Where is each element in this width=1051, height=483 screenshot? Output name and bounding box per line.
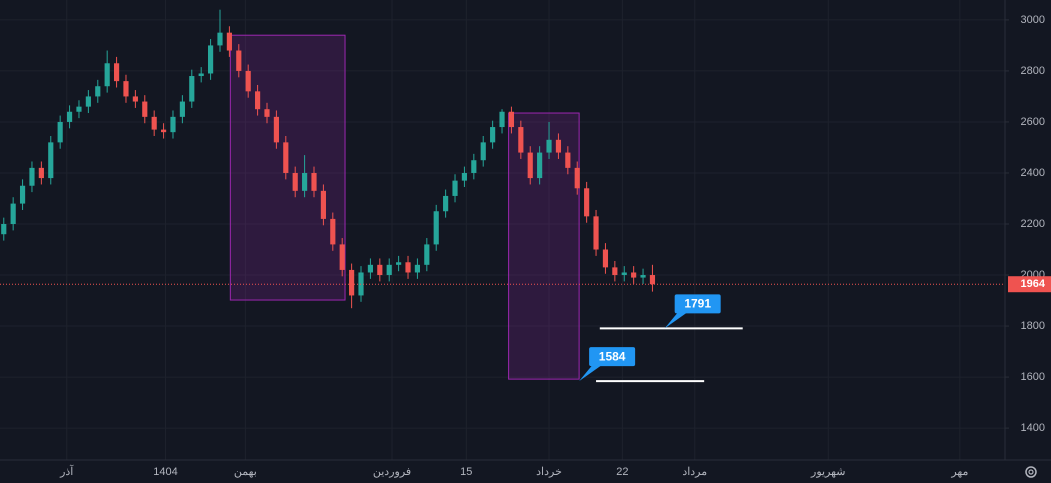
candle-body [113,63,120,82]
candle-body [480,142,486,161]
candle-body [104,63,110,87]
candle-body [339,244,345,270]
candle-body [273,116,279,143]
candle-body [170,116,176,133]
callout-pointer [579,364,604,382]
callout-pointer [664,311,689,329]
candle-body [396,262,402,265]
candle-body [66,111,73,122]
candle-body [527,152,533,179]
x-tick-label: فروردین [373,466,411,478]
x-tick-label: 22 [616,466,628,478]
candle-body [226,32,232,51]
candle-body [433,211,439,245]
candle-body [367,264,373,273]
candle-body [29,167,35,186]
candle-body [612,267,618,276]
candle-body [358,272,364,296]
candle-body [132,96,138,102]
candle-body [198,73,204,77]
candle-body [236,50,242,71]
candle-body [405,262,411,273]
candle-body [95,86,101,97]
y-tick-label: 2600 [1021,116,1045,128]
candle-body [555,139,562,153]
callout-box [589,347,636,367]
candle-body [302,172,308,191]
y-tick-label: 1800 [1021,320,1045,332]
candle-body [602,249,609,268]
candle-body [245,70,251,92]
y-tick-label: 2400 [1021,167,1045,179]
candle-body [499,111,505,128]
x-tick-label: مهر [950,466,968,478]
candle-body [649,275,656,285]
candle-body [38,167,44,179]
candle-body [189,76,195,102]
x-tick-label: خرداد [536,466,562,478]
candle-body [57,121,63,143]
y-tick-label: 2800 [1021,65,1045,77]
candle-body [349,269,355,296]
candle-body [565,152,571,168]
candle-body [452,180,458,196]
candle-body [85,96,91,107]
candle-body [443,195,449,212]
candle-body [10,203,16,225]
candle-body [424,244,430,265]
candle-body [76,106,82,112]
candle-body [1,224,7,235]
candle-body [217,32,223,46]
callout-label: 1584 [599,349,626,363]
candle-body [142,101,148,117]
y-tick-label: 2200 [1021,218,1045,230]
candle-body [640,275,646,278]
candle-body [123,81,129,97]
candle-body [461,172,468,181]
candle-body [311,172,317,191]
x-tick-label: 15 [460,466,472,478]
candle-body [283,142,289,173]
candle-body [264,109,270,117]
x-tick-label: آذر [59,465,74,478]
candle-body [508,111,515,128]
x-tick-label: 1404 [153,466,177,478]
candle-body [208,45,214,74]
candle-body [593,216,599,250]
candle-body [330,218,336,245]
last-price-badge [1008,276,1051,293]
candle-body [179,101,185,117]
x-tick-label: مرداد [682,466,707,478]
candle-body [414,264,421,273]
callout-box [674,294,721,314]
candle-body [518,127,524,153]
candle-body [151,116,157,130]
candle-body [584,188,590,217]
candle-body [255,91,261,110]
candle-body [471,160,477,173]
candle-body [48,142,54,179]
y-tick-label: 3000 [1021,14,1045,26]
settings-icon[interactable] [1025,466,1037,478]
candle-body [160,129,167,133]
y-tick-label: 1400 [1021,422,1045,434]
y-tick-label: 1600 [1021,371,1045,383]
candle-body [537,152,543,179]
x-tick-label: شهریور [810,466,845,478]
x-tick-label: بهمن [234,466,257,478]
callout-label: 1791 [684,297,711,311]
candle-body [546,139,552,153]
candle-body [320,190,326,219]
candle-body [490,127,496,143]
candle-body [621,272,627,276]
candle-body [292,172,298,191]
candle-body [574,167,580,189]
candle-body [386,264,392,276]
last-price-label: 1964 [1021,278,1046,290]
candle-body [631,272,637,278]
candle-body [377,264,383,276]
candle-body [19,185,26,204]
